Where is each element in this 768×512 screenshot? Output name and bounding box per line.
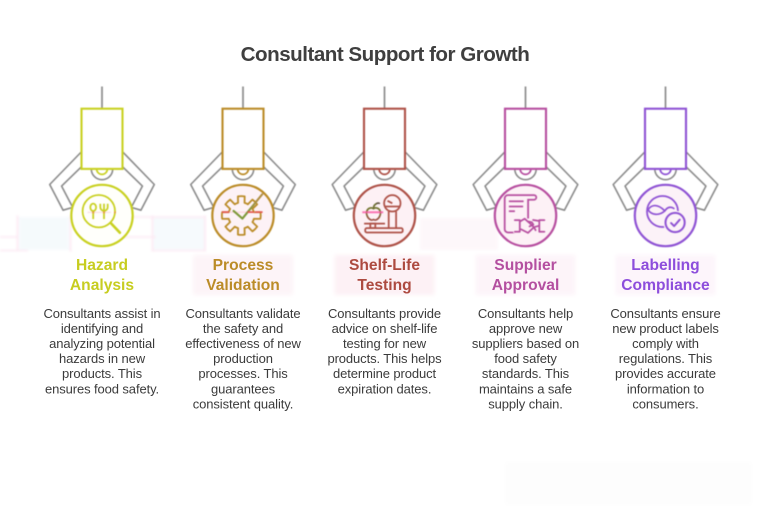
- svg-text:standards. This: standards. This: [482, 366, 570, 381]
- svg-text:the safety and: the safety and: [203, 321, 283, 336]
- svg-text:hazards in new: hazards in new: [59, 351, 146, 366]
- svg-text:production: production: [213, 351, 273, 366]
- svg-text:consistent quality.: consistent quality.: [193, 396, 293, 411]
- svg-text:ensures food safety.: ensures food safety.: [45, 381, 159, 396]
- svg-text:Labelling: Labelling: [631, 257, 699, 274]
- svg-text:Supplier: Supplier: [494, 257, 556, 274]
- svg-text:Compliance: Compliance: [621, 277, 710, 294]
- svg-text:Hazard: Hazard: [76, 257, 128, 274]
- svg-text:Consultants validate: Consultants validate: [185, 306, 300, 321]
- svg-text:Analysis: Analysis: [70, 277, 134, 294]
- svg-text:guarantees: guarantees: [211, 381, 276, 396]
- svg-text:Consultants provide: Consultants provide: [328, 306, 441, 321]
- svg-text:maintains a safe: maintains a safe: [479, 381, 572, 396]
- svg-text:identifying and: identifying and: [61, 321, 143, 336]
- svg-text:supply chain.: supply chain.: [488, 396, 563, 411]
- svg-text:effectiveness of new: effectiveness of new: [185, 336, 301, 351]
- svg-text:consumers.: consumers.: [632, 396, 698, 411]
- svg-text:information to: information to: [627, 381, 704, 396]
- svg-text:testing for new: testing for new: [343, 336, 427, 351]
- svg-text:Testing: Testing: [357, 277, 411, 294]
- svg-text:Consultant Support for Growth: Consultant Support for Growth: [241, 43, 530, 66]
- svg-text:Consultants assist in: Consultants assist in: [43, 306, 160, 321]
- svg-text:food safety: food safety: [494, 351, 557, 366]
- svg-text:Approval: Approval: [492, 277, 560, 294]
- svg-text:Process: Process: [213, 257, 274, 274]
- svg-text:processes. This: processes. This: [198, 366, 288, 381]
- svg-text:advice on shelf-life: advice on shelf-life: [332, 321, 438, 336]
- svg-text:analyzing potential: analyzing potential: [49, 336, 155, 351]
- svg-text:provides accurate: provides accurate: [615, 366, 716, 381]
- svg-text:determine product: determine product: [333, 366, 437, 381]
- svg-text:regulations. This: regulations. This: [619, 351, 713, 366]
- svg-text:expiration dates.: expiration dates.: [338, 381, 432, 396]
- svg-text:Shelf-Life: Shelf-Life: [349, 257, 420, 274]
- svg-text:Validation: Validation: [206, 277, 280, 294]
- svg-text:comply with: comply with: [632, 336, 699, 351]
- svg-text:approve new: approve new: [489, 321, 563, 336]
- svg-text:products. This helps: products. This helps: [327, 351, 442, 366]
- svg-text:new product labels: new product labels: [612, 321, 719, 336]
- svg-text:Consultants help: Consultants help: [478, 306, 573, 321]
- svg-text:Consultants ensure: Consultants ensure: [610, 306, 720, 321]
- svg-text:products. This: products. This: [62, 366, 143, 381]
- svg-text:suppliers based on: suppliers based on: [472, 336, 579, 351]
